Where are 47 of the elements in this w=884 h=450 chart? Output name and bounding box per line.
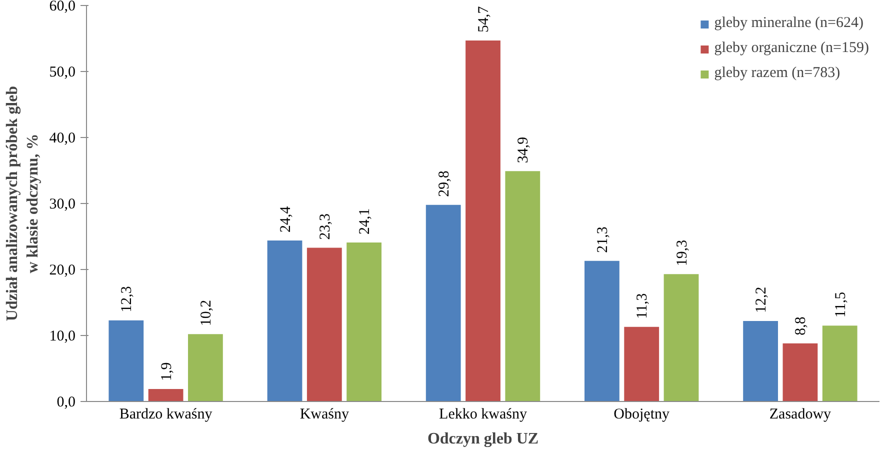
bar — [306, 248, 342, 402]
x-axis-title: Odczyn gleb UZ — [427, 430, 539, 448]
legend-label: gleby mineralne (n=624) — [714, 15, 864, 32]
bar — [584, 260, 620, 402]
bar — [426, 204, 461, 402]
data-label: 21,3 — [594, 226, 611, 253]
x-tick-label: Obojętny — [614, 406, 670, 422]
y-tick-label: 50,0 — [49, 64, 76, 80]
data-label: 24,1 — [357, 208, 374, 234]
bar — [188, 334, 223, 402]
bar — [664, 274, 699, 402]
bar — [108, 320, 144, 402]
y-tick-label: 60,0 — [49, 0, 76, 14]
bar — [782, 343, 818, 402]
data-label: 24,4 — [278, 206, 294, 232]
x-tick-label: Bardzo kwaśny — [119, 406, 213, 422]
data-label: 11,3 — [634, 293, 651, 319]
data-label: 1,9 — [158, 362, 175, 381]
bar — [822, 326, 858, 402]
bar — [624, 326, 660, 402]
data-label: 29,8 — [436, 170, 452, 197]
bar — [505, 171, 540, 402]
data-label: 54,7 — [476, 6, 492, 32]
data-label: 8,8 — [793, 316, 810, 336]
y-tick-label: 20,0 — [49, 262, 76, 278]
x-tick-label: Zasadowy — [769, 406, 832, 422]
data-label: 10,2 — [198, 300, 214, 326]
legend-label: gleby razem (n=783) — [714, 65, 840, 82]
y-tick-label: 40,0 — [49, 130, 76, 146]
y-tick-label: 30,0 — [49, 196, 76, 212]
y-tick-label: 10,0 — [49, 328, 76, 344]
data-label: 11,5 — [832, 292, 849, 318]
y-axis-title: Udział analizowanych próbek gleb w klasie odczynu, % — [4, 86, 42, 322]
bar — [346, 242, 382, 402]
bar — [267, 240, 302, 402]
bar — [466, 40, 500, 402]
legend-label: gleby organiczne (n=159) — [714, 40, 869, 57]
x-tick-label: Kwaśny — [300, 406, 350, 422]
bar — [148, 388, 184, 402]
x-tick-label: Lekko kwaśny — [439, 406, 528, 422]
data-label: 12,2 — [754, 286, 770, 313]
data-label: 34,9 — [516, 136, 532, 164]
data-label: 19,3 — [674, 240, 690, 266]
y-tick-label: 0,0 — [56, 394, 76, 410]
data-label: 12,3 — [119, 286, 136, 312]
data-label: 23,3 — [317, 213, 334, 240]
bar — [743, 320, 778, 402]
